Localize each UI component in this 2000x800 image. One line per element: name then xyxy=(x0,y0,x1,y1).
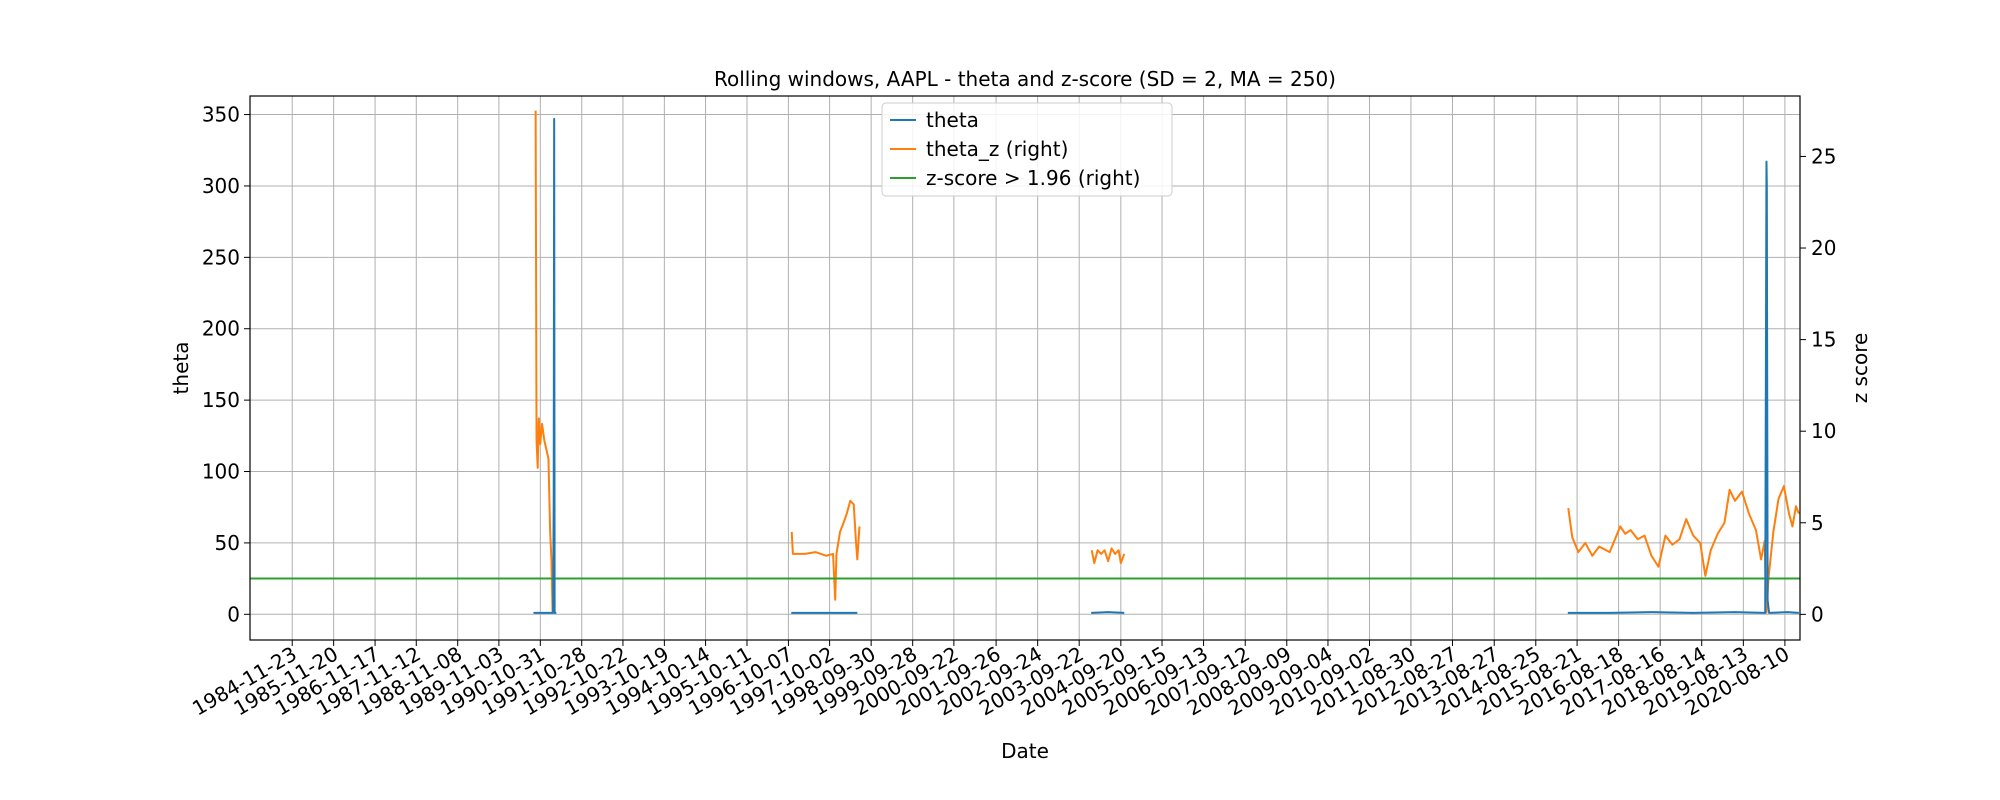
y2-tick-label: 15 xyxy=(1811,328,1836,352)
y-axis-label: theta xyxy=(169,342,193,395)
series-layer xyxy=(250,110,1800,614)
series-theta-z-line xyxy=(534,110,555,614)
y-axis-right: 0 5 10 15 20 25 xyxy=(1800,144,1836,626)
y-tick-label: 0 xyxy=(227,602,240,626)
y-tick-label: 350 xyxy=(202,103,240,127)
series-theta-z-line xyxy=(1090,547,1126,565)
legend-box xyxy=(881,102,1173,197)
y-axis-left: 0 50 100 150 200 250 300 350 xyxy=(202,103,250,626)
y-tick-label: 100 xyxy=(202,460,240,484)
y-tick-label: 250 xyxy=(202,245,240,269)
grid xyxy=(250,96,1800,640)
y-tick-label: 200 xyxy=(202,317,240,341)
plot-frame xyxy=(249,95,1801,641)
y2-tick-label: 25 xyxy=(1811,144,1836,168)
legend-label-theta: theta xyxy=(926,108,979,132)
legend-label-theta-z: theta_z (right) xyxy=(926,137,1068,161)
y-tick-label: 150 xyxy=(202,388,240,412)
y-tick-label: 300 xyxy=(202,174,240,198)
y2-tick-label: 20 xyxy=(1811,236,1836,260)
y-tick-label: 50 xyxy=(215,531,240,555)
series-theta-z-line xyxy=(1567,485,1800,614)
legend: theta theta_z (right) z-score > 1.96 (ri… xyxy=(881,102,1173,197)
series-theta-line xyxy=(1567,160,1799,614)
y2-tick-label: 5 xyxy=(1811,511,1824,535)
series-theta-line xyxy=(533,117,557,614)
y2-tick-label: 0 xyxy=(1811,602,1824,626)
series-theta-z-line xyxy=(790,499,861,601)
y2-axis-label: z score xyxy=(1848,333,1872,404)
y2-tick-label: 10 xyxy=(1811,419,1836,443)
legend-label-threshold: z-score > 1.96 (right) xyxy=(926,166,1140,190)
x-axis: 1984-11-231985-11-201986-11-171987-11-12… xyxy=(188,640,1793,720)
chart-title: Rolling windows, AAPL - theta and z-scor… xyxy=(714,67,1336,91)
x-axis-label: Date xyxy=(1001,739,1049,763)
series-theta-line xyxy=(1091,611,1125,614)
